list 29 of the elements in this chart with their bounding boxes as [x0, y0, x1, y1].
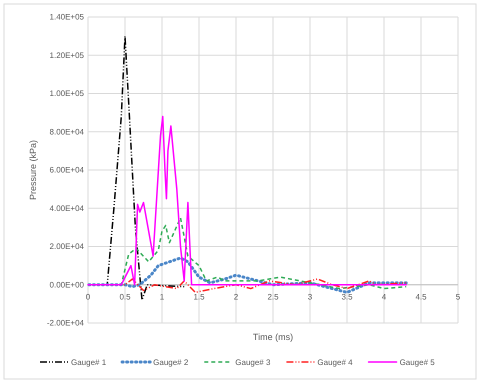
legend-label: Gauge# 5	[400, 358, 436, 367]
x-tick-label: 2.5	[267, 292, 280, 302]
y-tick-label: 1.40E+05	[50, 12, 85, 22]
y-tick-label: 2.00E+04	[50, 242, 85, 252]
x-tick-label: 0.5	[119, 292, 132, 302]
y-axis-title: Pressure (kPa)	[28, 140, 38, 200]
y-tick-label: 8.00E+04	[50, 127, 85, 136]
y-tick-label: 4.00E+04	[50, 204, 85, 213]
x-tick-label: 5	[456, 292, 461, 302]
y-tick-label: -2.00E+04	[46, 318, 85, 328]
line-series	[87, 116, 407, 286]
y-tick-label: 0.00E+00	[50, 280, 85, 290]
x-tick-label: 2	[234, 292, 239, 302]
legend-label: Gauge# 4	[317, 358, 354, 367]
x-tick-label: 1.5	[193, 292, 206, 302]
legend-label: Gauge# 2	[153, 358, 189, 367]
y-tick-label: 1.00E+05	[50, 89, 85, 98]
y-tick-label: 1.20E+05	[50, 50, 85, 60]
x-tick-label: 3	[308, 292, 313, 302]
legend-label: Gauge# 3	[235, 358, 271, 367]
x-tick-label: 4	[382, 292, 387, 302]
x-tick-label: 1	[160, 292, 165, 302]
y-tick-label: 6.00E+04	[50, 166, 85, 175]
x-tick-label: 4.5	[415, 292, 428, 302]
x-tick-label: 0	[86, 292, 91, 302]
x-tick-label: 3.5	[341, 292, 354, 302]
x-axis-title: Time (ms)	[252, 332, 294, 342]
line-series	[86, 256, 408, 294]
legend-label: Gauge# 1	[71, 358, 107, 367]
